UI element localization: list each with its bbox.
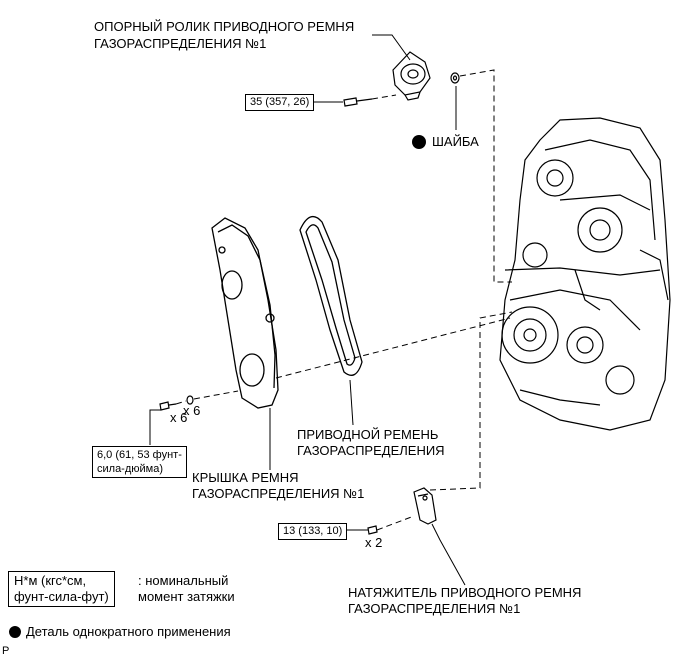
legend-torque-desc-line2: момент затяжки (138, 589, 235, 604)
assembly-lines (175, 69, 513, 531)
legend-unit-line1: Н*м (кгс*см, (14, 573, 87, 588)
idler-torque-box: 35 (357, 26) (245, 94, 315, 111)
cover-torque-line1: 6,0 (61, 53 фунт- (97, 449, 182, 461)
belt-cover-label-line2: ГАЗОРАСПРЕДЕЛЕНИЯ №1 (192, 486, 365, 501)
tensioner-torque-box: 13 (133, 10) (278, 523, 348, 540)
cover-bolt (159, 401, 177, 411)
tensioner-label-line2: ГАЗОРАСПРЕДЕЛЕНИЯ №1 (348, 601, 521, 616)
idler-pulley-label-line2: ГАЗОРАСПРЕДЕЛЕНИЯ №1 (94, 36, 267, 51)
cover-washer (186, 395, 194, 405)
tensioner-bolt-qty: x 2 (365, 535, 383, 550)
tensioner-bolt (367, 525, 378, 535)
washer-label: ШАЙБА (432, 134, 479, 149)
timing-belt-cover (211, 217, 279, 409)
timing-belt (299, 215, 363, 376)
belt-cover-label-line1: КРЫШКА РЕМНЯ (192, 470, 299, 485)
washer-part (450, 72, 460, 84)
cover-bolt-qty: x 6 (170, 410, 188, 425)
leader-lines (149, 34, 466, 586)
cover-washer-qty: x 6 (183, 403, 201, 418)
idler-pulley-label-line1: ОПОРНЫЙ РОЛИК ПРИВОДНОГО РЕМНЯ (94, 19, 355, 34)
idler-bolt (343, 97, 373, 107)
black-dot-icon (412, 135, 426, 149)
engine-block (499, 117, 671, 431)
tensioner-part (413, 487, 437, 525)
cover-torque-line2: сила-дюйма) (97, 463, 163, 475)
black-dot-icon (9, 626, 21, 638)
figure-code: P (2, 645, 10, 657)
legend-single-use: Деталь однократного применения (26, 624, 231, 639)
tensioner-label-line1: НАТЯЖИТЕЛЬ ПРИВОДНОГО РЕМНЯ (348, 585, 582, 600)
legend-unit-line2: фунт-сила-фут) (14, 589, 109, 604)
timing-belt-label-line2: ГАЗОРАСПРЕДЕЛЕНИЯ (297, 443, 445, 458)
legend-torque-desc-line1: : номинальный (138, 573, 229, 588)
idler-pulley (392, 51, 431, 101)
cover-torque-box: 6,0 (61, 53 фунт- сила-дюйма) (92, 446, 187, 478)
legend-unit-box: Н*м (кгс*см, фунт-сила-фут) (8, 571, 115, 607)
timing-belt-label-line1: ПРИВОДНОЙ РЕМЕНЬ (297, 427, 439, 442)
